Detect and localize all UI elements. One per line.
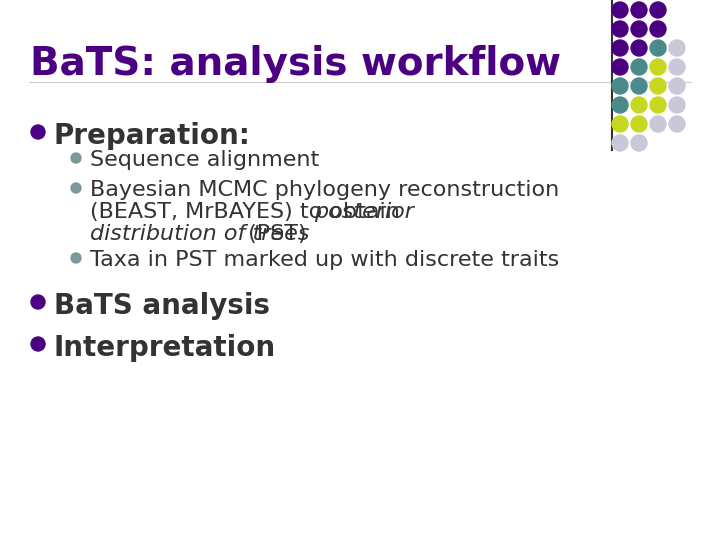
Text: (PST): (PST) xyxy=(241,224,307,244)
Text: BaTS analysis: BaTS analysis xyxy=(54,292,270,320)
Circle shape xyxy=(612,116,628,132)
Circle shape xyxy=(650,2,666,18)
Circle shape xyxy=(669,59,685,75)
Circle shape xyxy=(31,337,45,351)
Text: Sequence alignment: Sequence alignment xyxy=(90,150,319,170)
Circle shape xyxy=(612,2,628,18)
Circle shape xyxy=(612,59,628,75)
Text: BaTS: analysis workflow: BaTS: analysis workflow xyxy=(30,45,561,83)
Text: distribution of trees: distribution of trees xyxy=(90,224,310,244)
Circle shape xyxy=(650,40,666,56)
Circle shape xyxy=(650,78,666,94)
Circle shape xyxy=(71,253,81,263)
Circle shape xyxy=(612,97,628,113)
Circle shape xyxy=(631,78,647,94)
Circle shape xyxy=(631,40,647,56)
Circle shape xyxy=(612,78,628,94)
Circle shape xyxy=(612,21,628,37)
Circle shape xyxy=(31,125,45,139)
Text: Bayesian MCMC phylogeny reconstruction: Bayesian MCMC phylogeny reconstruction xyxy=(90,180,559,200)
Text: (BEAST, MrBAYES) to obtain: (BEAST, MrBAYES) to obtain xyxy=(90,202,407,222)
Circle shape xyxy=(612,135,628,151)
Circle shape xyxy=(669,78,685,94)
Circle shape xyxy=(650,116,666,132)
Circle shape xyxy=(669,116,685,132)
Circle shape xyxy=(31,295,45,309)
Circle shape xyxy=(650,97,666,113)
Circle shape xyxy=(631,97,647,113)
Text: Preparation:: Preparation: xyxy=(54,122,251,150)
Circle shape xyxy=(71,183,81,193)
Circle shape xyxy=(612,40,628,56)
Circle shape xyxy=(650,21,666,37)
Circle shape xyxy=(631,135,647,151)
Circle shape xyxy=(631,2,647,18)
Circle shape xyxy=(631,59,647,75)
Circle shape xyxy=(650,59,666,75)
Text: Interpretation: Interpretation xyxy=(54,334,276,362)
Circle shape xyxy=(71,153,81,163)
Text: Taxa in PST marked up with discrete traits: Taxa in PST marked up with discrete trai… xyxy=(90,250,559,270)
Circle shape xyxy=(669,97,685,113)
Circle shape xyxy=(631,116,647,132)
Circle shape xyxy=(631,21,647,37)
Text: posterior: posterior xyxy=(314,202,414,222)
Circle shape xyxy=(669,40,685,56)
